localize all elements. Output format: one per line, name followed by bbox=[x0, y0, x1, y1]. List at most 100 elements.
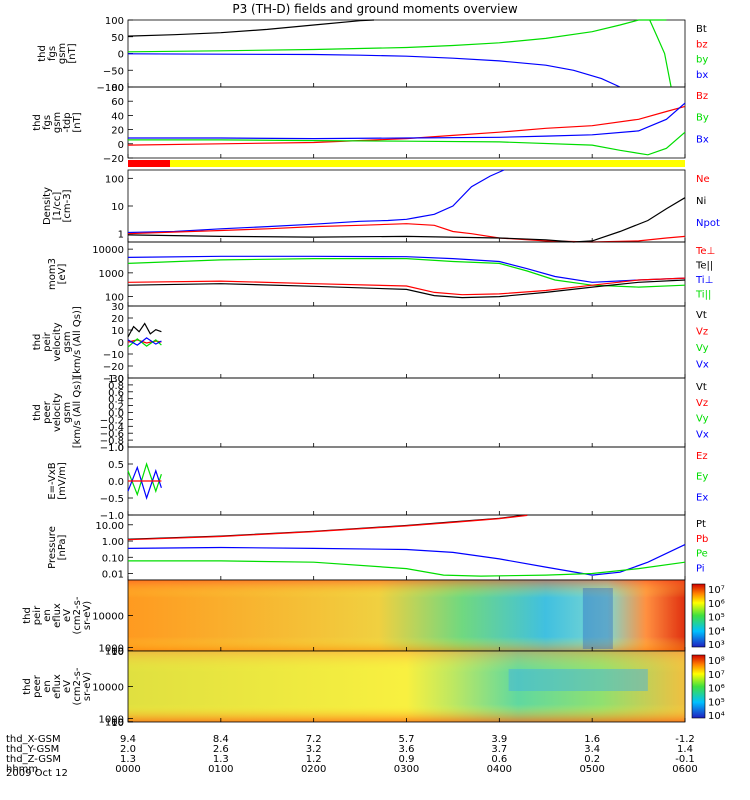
ephemeris-value: 3.2 bbox=[306, 744, 322, 755]
ylabel-p3: Density[1/cc][cm-3] bbox=[42, 187, 73, 225]
figure-title: P3 (TH-D) fields and ground moments over… bbox=[232, 2, 517, 16]
ylabel-line: sr-eV) bbox=[82, 601, 93, 630]
ylabel-line: eV bbox=[62, 680, 73, 693]
ephemeris-value: 1.2 bbox=[306, 754, 322, 765]
legend-entry: Vt bbox=[696, 310, 707, 321]
spectrogram-cool-region bbox=[508, 669, 648, 691]
ephemeris-value: 1.3 bbox=[120, 754, 136, 765]
ylabel-line: -tdp bbox=[62, 112, 73, 132]
ephemeris-value: 1.4 bbox=[677, 744, 693, 755]
ephemeris-value: 2.0 bbox=[120, 744, 136, 755]
ephemeris-row-label: thd_Z-GSM bbox=[6, 754, 61, 765]
ephemeris-value: 3.7 bbox=[491, 744, 507, 755]
ytick-label: 1000 bbox=[99, 643, 124, 654]
ylabel-line: gsm bbox=[62, 331, 73, 352]
colorbar-tick-label: 10³ bbox=[708, 640, 725, 651]
ytick-label: 0.4 bbox=[108, 395, 124, 406]
ylabel-line: thd bbox=[22, 607, 33, 624]
status-bar-yellow bbox=[128, 160, 685, 167]
ephemeris-value: 1.3 bbox=[213, 754, 229, 765]
ytick-label: 0.6 bbox=[108, 388, 124, 399]
ylabel-line: gsm bbox=[52, 112, 63, 133]
legend-entry: Ez bbox=[696, 451, 708, 462]
ylabel-p1: thdfgsgsm[nT] bbox=[37, 43, 78, 64]
legend-entry: Bt bbox=[696, 24, 707, 35]
ytick-label: 0.10 bbox=[102, 553, 124, 564]
ylabel-p5: thdpeirvelocitygsm[km/s (All Qs)] bbox=[32, 306, 83, 378]
series-line-Ey bbox=[127, 462, 162, 497]
ytick-label: −0.2 bbox=[100, 415, 124, 426]
legend-entry: Ne bbox=[696, 174, 710, 185]
series-line-Ni bbox=[127, 197, 686, 243]
colorbar-tick-label: 10⁴ bbox=[708, 626, 725, 637]
panel-p7: 1.0 0.5 0.0 −0.5 −1.0 E=-VxB[mV/m] Ez Ey Ex bbox=[47, 443, 708, 522]
ephemeris-value: 0.9 bbox=[399, 754, 415, 765]
ytick-label: 0.2 bbox=[108, 402, 124, 413]
ytick-label: 60 bbox=[111, 97, 124, 108]
ylabel-p9: thdpeirenefluxeV(cm2-s-sr-eV) bbox=[22, 596, 93, 634]
ylabel-line: sr-eV) bbox=[82, 672, 93, 701]
ylabel-line: en bbox=[42, 680, 53, 693]
ylabel-line: thd bbox=[32, 404, 43, 421]
ephemeris-table: thd_X-GSM 9.4 8.4 7.2 5.7 3.9 1.6 -1.2 thd_Y-GSM… bbox=[6, 734, 698, 775]
series-line-Ne bbox=[127, 223, 686, 243]
ylabel-line: thd bbox=[37, 45, 48, 62]
series-line-by bbox=[127, 19, 667, 53]
ytick-label: 10 bbox=[111, 718, 124, 729]
ytick-label: −20 bbox=[103, 362, 124, 373]
ytick-label: 100 bbox=[105, 174, 124, 185]
ephemeris-value: 9.4 bbox=[120, 734, 136, 745]
ylabel-line: [nT] bbox=[67, 43, 78, 63]
ylabel-line: [km/s (All Qs)] bbox=[72, 306, 83, 378]
axes-box-p5 bbox=[127, 305, 686, 379]
colorbar-p10 bbox=[691, 654, 706, 719]
ylabel-line: [1/cc] bbox=[52, 192, 63, 221]
ytick-label: 20 bbox=[111, 126, 124, 137]
ephemeris-value: 2.6 bbox=[213, 744, 229, 755]
spectrogram-shade-p10 bbox=[128, 651, 685, 722]
ytick-label: 1 bbox=[118, 230, 124, 241]
spectrogram-dark-region bbox=[582, 588, 613, 649]
series-line-Pb bbox=[127, 514, 528, 541]
ylabel-line: Pressure bbox=[47, 526, 58, 569]
ytick-label: 20 bbox=[111, 314, 124, 325]
legend-entry: Vz bbox=[696, 327, 708, 338]
legend-entry: Pb bbox=[696, 534, 708, 545]
ylabel-line: eflux bbox=[52, 603, 63, 628]
ephemeris-value: 0.6 bbox=[491, 754, 507, 765]
legend-entry: Ex bbox=[696, 492, 708, 503]
ylabel-line: [cm-3] bbox=[62, 189, 73, 222]
ephemeris-value: 3.4 bbox=[584, 744, 600, 755]
series-line-Npot bbox=[127, 169, 505, 234]
legend-entry: Pe bbox=[696, 549, 708, 560]
ephemeris-value: -0.1 bbox=[675, 754, 695, 765]
panel-p6: 1.00.80.60.40.20.0−0.2−0.4−0.6−0.8−1.0th… bbox=[32, 374, 709, 454]
colorbar-p9 bbox=[691, 583, 706, 648]
ylabel-line: velocity bbox=[52, 322, 63, 361]
colorbar-tick-label: 10⁷ bbox=[708, 670, 725, 681]
ytick-label: 30 bbox=[111, 302, 124, 313]
ytick-label: −1.0 bbox=[100, 511, 124, 522]
series-line-By bbox=[128, 131, 686, 156]
series-line-by-drop bbox=[649, 19, 672, 88]
ytick-label: 0.8 bbox=[108, 381, 124, 392]
colorbar-tick-label: 10⁷ bbox=[708, 585, 725, 596]
legend-entry: By bbox=[696, 113, 709, 124]
ylabel-line: mom3 bbox=[47, 258, 58, 290]
ytick-label: 0 bbox=[118, 140, 124, 151]
ylabel-line: peer bbox=[32, 674, 43, 698]
legend-entry: Te⊥ bbox=[695, 246, 715, 257]
ytick-label: 1.00 bbox=[102, 537, 124, 548]
legend-entry: by bbox=[696, 55, 708, 66]
ylabel-line: fgs bbox=[47, 46, 58, 61]
series-line-bx bbox=[127, 53, 621, 88]
legend-entry: Vx bbox=[696, 360, 709, 371]
ytick-label: 0.0 bbox=[108, 477, 124, 488]
ytick-label: −10 bbox=[103, 350, 124, 361]
ephemeris-value: 3.9 bbox=[491, 734, 507, 745]
ylabel-line: [mV/m] bbox=[57, 462, 68, 500]
series-line-Bx bbox=[128, 102, 686, 140]
ephemeris-value: 0300 bbox=[394, 764, 419, 775]
ylabel-line: [km/s (All Qs)] bbox=[72, 377, 83, 449]
